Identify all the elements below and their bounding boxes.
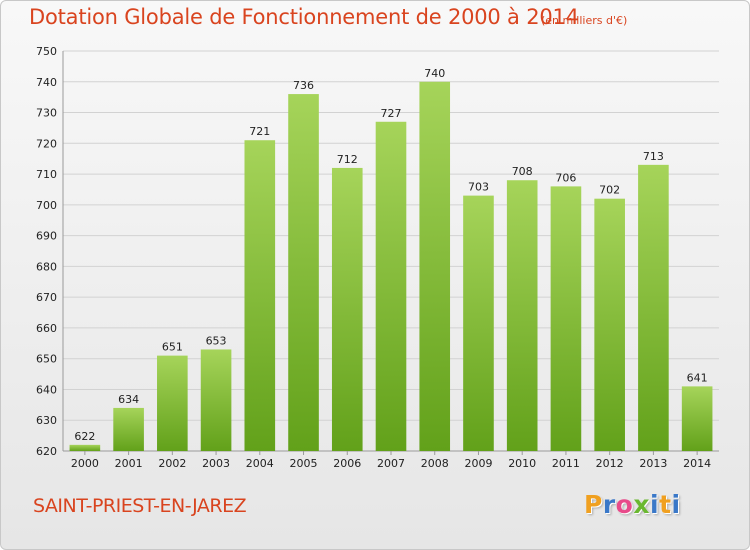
city-name: SAINT-PRIEST-EN-JAREZ xyxy=(33,495,247,517)
y-tick-label: 650 xyxy=(36,353,57,366)
y-tick-labels: 620 630 640 650 660 670 680 690 700 710 720 730 740 7… xyxy=(36,45,57,458)
x-tick-label: 2009 xyxy=(464,457,492,470)
y-tick-label: 720 xyxy=(36,137,57,150)
y-tick-label: 750 xyxy=(36,45,57,58)
bar-2009[interactable] xyxy=(463,195,494,451)
bar-2004[interactable] xyxy=(244,140,276,451)
chart-unit: (en milliers d'€) xyxy=(541,14,628,27)
data-label: 653 xyxy=(206,334,227,347)
data-label: 740 xyxy=(424,67,445,80)
data-label: 634 xyxy=(118,393,139,406)
y-tick-label: 700 xyxy=(36,199,57,212)
x-tick-label: 2007 xyxy=(377,457,405,470)
logo-letter: t xyxy=(659,490,672,519)
bars xyxy=(69,81,713,452)
logo-letter: r xyxy=(602,490,616,519)
y-tick-label: 680 xyxy=(36,260,57,273)
x-tick-label: 2008 xyxy=(421,457,449,470)
logo-letter: i xyxy=(650,490,660,519)
chart-title: Dotation Globale de Fonctionnement de 20… xyxy=(29,5,579,29)
y-tick-label: 690 xyxy=(36,230,57,243)
data-label: 703 xyxy=(468,181,489,194)
logo-letter: P xyxy=(584,490,603,519)
y-tick-label: 620 xyxy=(36,445,57,458)
y-tick-label: 640 xyxy=(36,383,57,396)
proxiti-logo[interactable]: Proxiti xyxy=(584,490,681,519)
data-label: 706 xyxy=(555,171,576,184)
bar-2003[interactable] xyxy=(200,349,232,451)
bar-2005[interactable] xyxy=(288,94,319,452)
data-label: 651 xyxy=(162,341,183,354)
data-label: 622 xyxy=(74,430,95,443)
bar-2010[interactable] xyxy=(506,180,538,451)
y-tick-label: 670 xyxy=(36,291,57,304)
bar-2013[interactable] xyxy=(638,164,669,451)
y-tick-label: 660 xyxy=(36,322,57,335)
data-label: 708 xyxy=(512,165,533,178)
data-label: 641 xyxy=(687,371,708,384)
data-label: 727 xyxy=(381,107,402,120)
logo-letter: i xyxy=(671,490,681,519)
bar-2011[interactable] xyxy=(550,186,582,451)
bar-2001[interactable] xyxy=(113,407,144,451)
data-label: 721 xyxy=(249,125,270,138)
bar-2000[interactable] xyxy=(69,444,101,451)
x-tick-label: 2011 xyxy=(552,457,580,470)
bar-2012[interactable] xyxy=(594,198,625,451)
bar-2006[interactable] xyxy=(331,167,363,451)
x-tick-label: 2013 xyxy=(639,457,667,470)
x-tick-label: 2001 xyxy=(115,457,143,470)
bar-2014[interactable] xyxy=(681,386,713,451)
x-tick-label: 2003 xyxy=(202,457,230,470)
x-tick-label: 2006 xyxy=(333,457,361,470)
x-tick-label: 2002 xyxy=(158,457,186,470)
data-labels: 622 634 651 653 721 736 712 727 740 703 708 706 702 7… xyxy=(74,67,707,443)
x-tick-label: 2004 xyxy=(246,457,274,470)
x-tick-label: 2005 xyxy=(290,457,318,470)
data-label: 702 xyxy=(599,184,620,197)
data-label: 736 xyxy=(293,79,314,92)
bar-2008[interactable] xyxy=(419,81,451,452)
x-tick-label: 2000 xyxy=(71,457,99,470)
y-tick-label: 630 xyxy=(36,414,57,427)
logo-letter: o xyxy=(615,490,634,519)
x-tick-label: 2014 xyxy=(683,457,711,470)
data-label: 712 xyxy=(337,153,358,166)
x-tick-label: 2010 xyxy=(508,457,536,470)
y-tick-label: 740 xyxy=(36,76,57,89)
y-tick-label: 730 xyxy=(36,107,57,120)
y-tick-label: 710 xyxy=(36,168,57,181)
x-tick-label: 2012 xyxy=(596,457,624,470)
x-tick-labels: 2000 2001 2002 2003 2004 2005 2006 2007 2008 2009… xyxy=(71,451,711,470)
logo-letter: x xyxy=(633,490,650,519)
bar-2007[interactable] xyxy=(375,121,407,452)
bar-2002[interactable] xyxy=(157,355,188,451)
data-label: 713 xyxy=(643,150,664,163)
